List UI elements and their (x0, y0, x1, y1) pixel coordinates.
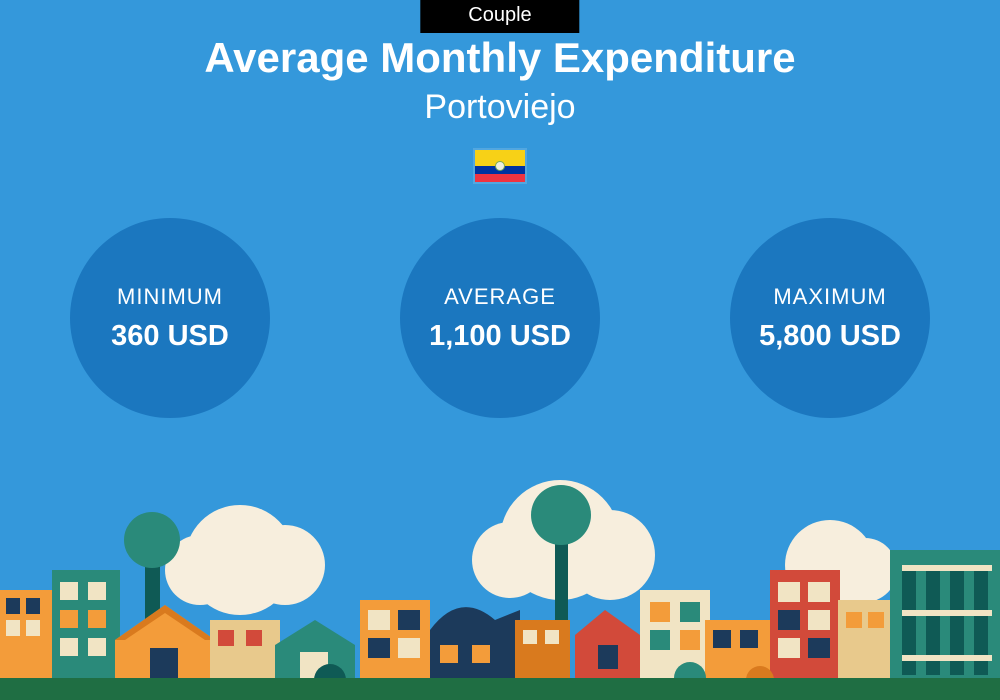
metric-label: MINIMUM (117, 284, 223, 310)
metric-value: 360 USD (111, 320, 229, 353)
metric-circles: MINIMUM 360 USD AVERAGE 1,100 USD MAXIMU… (0, 218, 1000, 418)
flag-stripe-red (475, 174, 525, 182)
flag-ecuador (473, 148, 527, 184)
ground-strip (0, 678, 1000, 700)
category-badge: Couple (420, 0, 579, 33)
category-badge-text: Couple (468, 4, 531, 26)
metric-value: 5,800 USD (759, 320, 901, 353)
metric-minimum: MINIMUM 360 USD (70, 218, 270, 418)
metric-label: AVERAGE (444, 284, 556, 310)
page-subtitle: Portoviejo (0, 88, 1000, 127)
metric-average: AVERAGE 1,100 USD (400, 218, 600, 418)
metric-label: MAXIMUM (773, 284, 886, 310)
page-title: Average Monthly Expenditure (0, 34, 1000, 82)
metric-value: 1,100 USD (429, 320, 571, 353)
infographic-root: Couple Average Monthly Expenditure Porto… (0, 0, 1000, 700)
flag-crest (495, 161, 505, 171)
metric-maximum: MAXIMUM 5,800 USD (730, 218, 930, 418)
